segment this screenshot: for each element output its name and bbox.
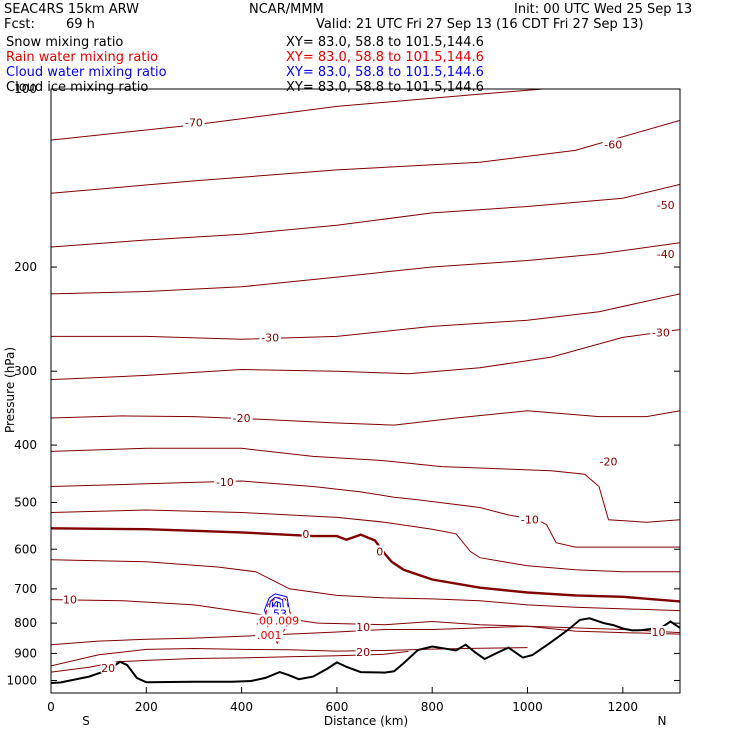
isotherm-line: [51, 183, 680, 248]
contour-label-bg: [355, 620, 371, 632]
x-tick-label: 0: [47, 700, 55, 714]
contour-label: .001: [257, 629, 282, 642]
header: SEAC4RS 15km ARW NCAR/MMM Init: 00 UTC W…: [4, 2, 692, 95]
contour-label: -30: [261, 331, 279, 344]
contour-label-bg: [301, 527, 311, 539]
contour-label: 10: [356, 621, 370, 634]
x-tick-label: 200: [135, 700, 158, 714]
contour-label: -50: [657, 199, 675, 212]
y-tick-label: 400: [14, 438, 37, 452]
contour-label: .009: [275, 615, 300, 628]
contour-label-bg: [519, 513, 541, 525]
x-tick-label: 600: [325, 700, 348, 714]
field-name-rain: Rain water mixing ratio: [6, 50, 158, 65]
contour-label-bg: [100, 661, 116, 673]
plot-frame: [50, 88, 681, 694]
x-tick-label: 400: [230, 700, 253, 714]
y-tick-label: 600: [14, 542, 37, 556]
org-label: NCAR/MMM: [249, 2, 324, 17]
contour-label: 0: [302, 528, 309, 541]
contour-label-bg: [597, 455, 620, 467]
contour-label-bg: [650, 326, 672, 338]
y-tick-label: 100: [14, 82, 37, 96]
y-tick-label: 700: [14, 582, 37, 596]
contour-label: 20: [101, 662, 115, 675]
field-name-cloud-ice: Cloud ice mixing ratio: [6, 80, 148, 95]
isotherm-line: [51, 527, 680, 603]
init-time: Init: 00 UTC Wed 25 Sep 13: [514, 2, 692, 17]
forecast-hours: 69 h: [66, 17, 95, 32]
isotherm-line: [51, 559, 680, 612]
cloud-max-marker: H: [271, 600, 279, 613]
y-tick-label: 800: [14, 616, 37, 630]
isotherm-line: [51, 242, 680, 295]
field-name-cloud-water: Cloud water mixing ratio: [6, 65, 167, 80]
contour-label-bg: [253, 614, 282, 626]
x-tick-label: 1000: [512, 700, 543, 714]
contour-label-bg: [255, 629, 284, 641]
contour-label-bg: [259, 331, 281, 343]
contour-label: 20: [356, 646, 370, 659]
contour-label: 10: [63, 594, 77, 607]
forecast-label: Fcst:: [4, 17, 35, 32]
contour-label: -60: [604, 138, 622, 151]
contour-label-bg: [62, 593, 78, 605]
isotherm-line: [51, 480, 680, 548]
isotherm-line: [51, 329, 680, 381]
contour-label-bg: [183, 116, 205, 128]
contour-label: -30: [652, 326, 670, 339]
field-xy-cloud-ice: XY= 83.0, 58.8 to 101.5,144.6: [286, 80, 484, 95]
valid-time: Valid: 21 UTC Fri 27 Sep 13 (16 CDT Fri …: [316, 17, 643, 32]
contour-label-bg: [272, 614, 301, 626]
contour-label: -10: [521, 513, 539, 526]
contour-label: -40: [657, 248, 675, 261]
isotherm-line: [51, 410, 680, 426]
contour-label: 0: [376, 545, 383, 558]
y-tick-label: 300: [14, 364, 37, 378]
contour-label-bg: [375, 545, 385, 557]
x-end-label-north: N: [658, 714, 667, 728]
contour-label-bg: [230, 412, 253, 424]
contour-label-bg: [651, 625, 667, 637]
isotherm-line: [51, 599, 680, 634]
isotherm-line: [51, 119, 680, 194]
x-end-label-south: S: [82, 714, 90, 728]
rain-water-contour: [263, 597, 293, 645]
field-xy-snow: XY= 83.0, 58.8 to 101.5,144.6: [286, 35, 484, 50]
isotherm-line: [51, 509, 680, 573]
contour-label: -70: [185, 117, 203, 130]
contour-label: -10: [216, 476, 234, 489]
isotherm-line: [51, 447, 680, 523]
x-tick-label: 800: [421, 700, 444, 714]
isotherm-line: [51, 89, 550, 141]
contour-label-bg: [602, 138, 625, 150]
y-tick-label: 1000: [6, 673, 37, 687]
contour-label-bg: [355, 645, 371, 657]
y-axis-title: Pressure (hPa): [3, 347, 17, 433]
isotherm-line: [51, 293, 680, 340]
terrain-line: [51, 617, 680, 684]
y-tick-label: 200: [14, 260, 37, 274]
x-axis-title: Distance (km): [324, 714, 408, 728]
model-title: SEAC4RS 15km ARW: [4, 2, 139, 17]
y-tick-label: 500: [14, 495, 37, 509]
field-name-snow: Snow mixing ratio: [6, 35, 123, 50]
contour-label-bg: [654, 247, 677, 259]
contour-label-bg: [214, 476, 236, 488]
field-xy-rain: XY= 83.0, 58.8 to 101.5,144.6: [286, 50, 484, 65]
plot-area: H -70 -60 -50 -40 -30 -30 -20 -20 -10 -10 0 0 10 10 20 2…: [51, 89, 680, 684]
contour-label: 10: [652, 626, 666, 639]
field-xy-cloud-water: XY= 83.0, 58.8 to 101.5,144.6: [286, 65, 484, 80]
y-tick-label: 900: [14, 646, 37, 660]
contour-label-bg: [654, 198, 677, 210]
x-tick-label: 1200: [608, 700, 639, 714]
contour-label: -20: [600, 455, 618, 468]
contour-label: -20: [233, 412, 251, 425]
contour-label-bg: [267, 607, 290, 619]
